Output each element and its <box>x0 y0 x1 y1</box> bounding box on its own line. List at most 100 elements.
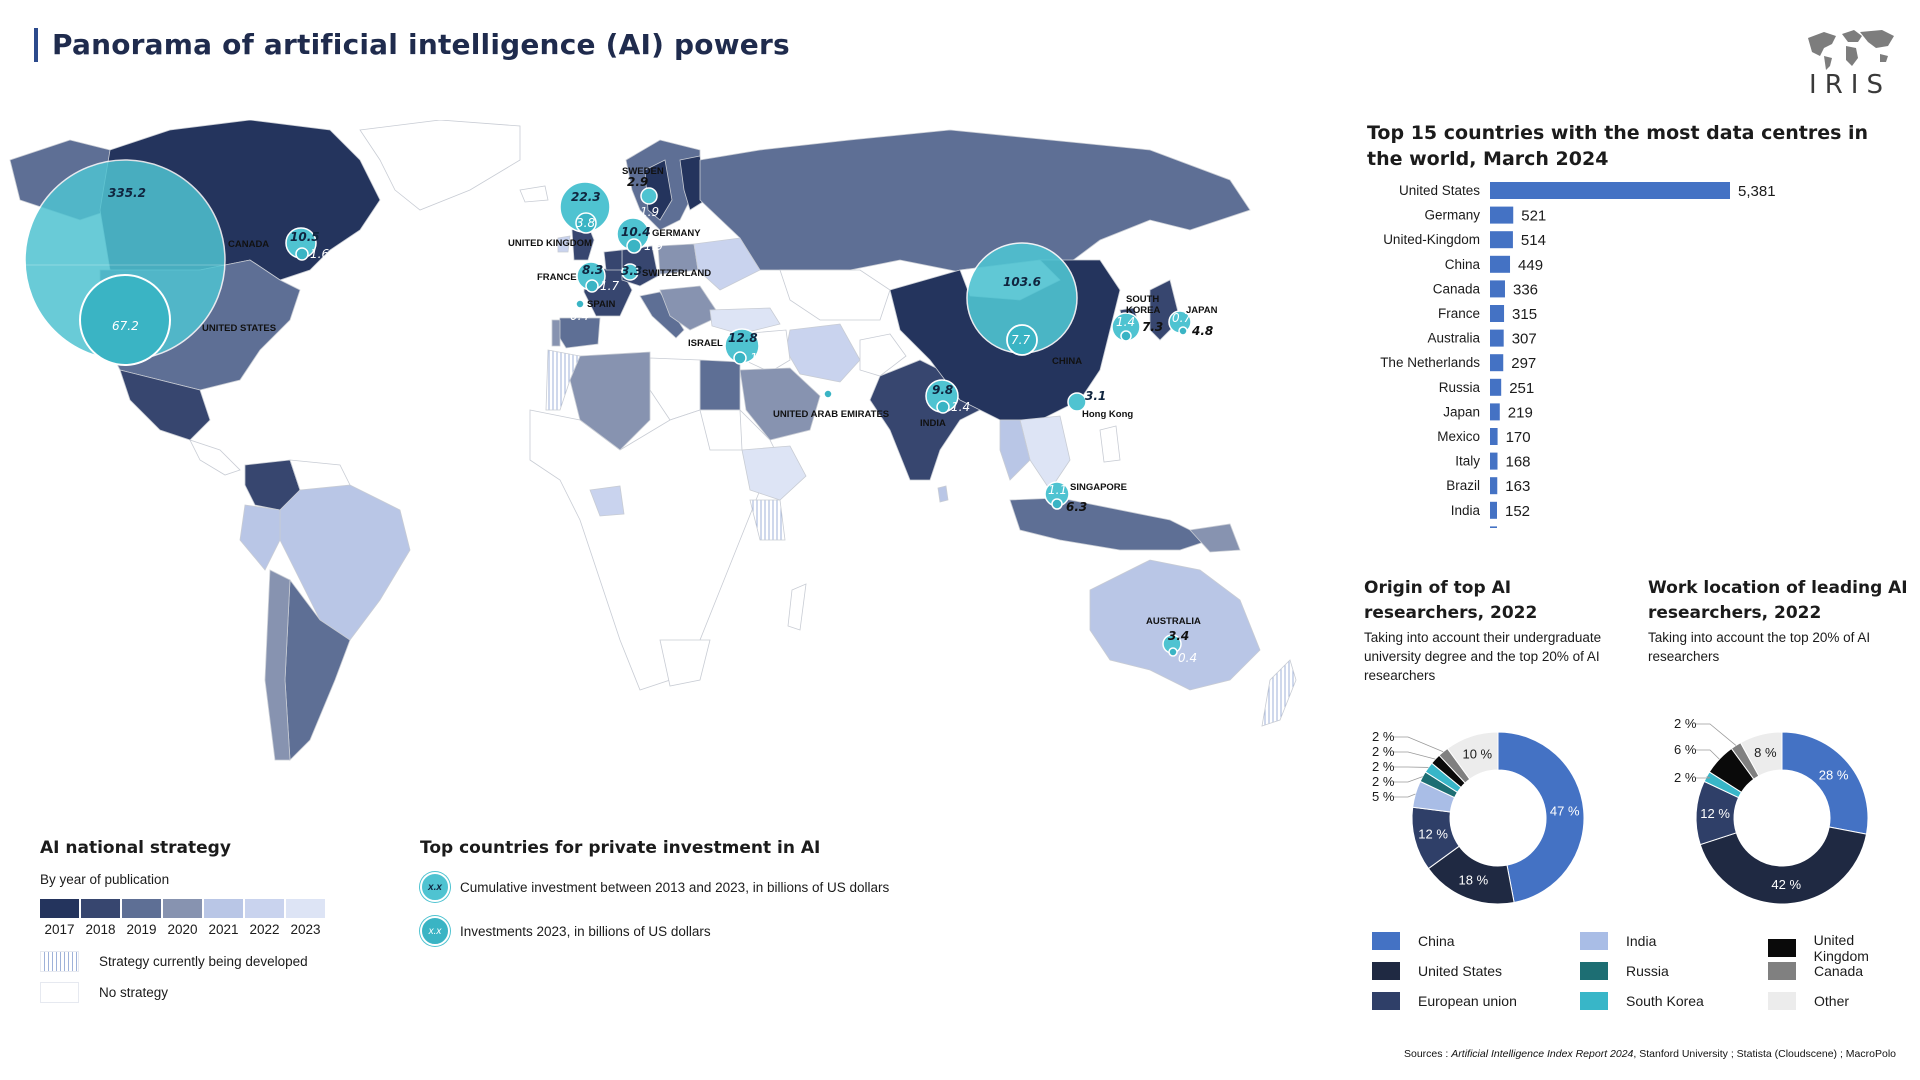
page-title: Panorama of artificial intelligence (AI)… <box>52 28 790 61</box>
bar-value-russia: 251 <box>1509 380 1534 397</box>
bubble-japan-2023-label: 0.7 <box>1172 311 1191 325</box>
work-location-donut: 28 % 42 % 12 % 2 % 6 % 2 % 8 % <box>1674 716 1868 905</box>
legend-canada-swatch <box>1768 962 1796 980</box>
donut1-leader-canada <box>1394 736 1444 753</box>
legend-developing: Strategy currently being developed <box>40 951 360 972</box>
bubble-south-korea-2023-label: 1.4 <box>1116 315 1135 329</box>
country-turkey <box>709 307 781 335</box>
bar-label-india: India <box>1451 503 1481 518</box>
donut1-label-canada: 2 % <box>1372 729 1395 744</box>
bar-label-brazil: Brazil <box>1446 478 1480 493</box>
bubble-australia-2023 <box>1168 647 1178 657</box>
sources-report: Artificial Intelligence Index Report 202… <box>1451 1048 1634 1060</box>
legend-canada-label: Canada <box>1814 963 1864 979</box>
cumulative-marker-icon: x.x <box>420 872 450 902</box>
bubble-china-2023 <box>1006 324 1038 356</box>
swatch-2023-box <box>286 899 325 918</box>
swatch-2022-box <box>245 899 284 918</box>
cumulative-label: Cumulative investment between 2013 and 2… <box>460 879 890 895</box>
bar-label-united-states: United States <box>1399 183 1480 198</box>
swatch-2018-label: 2018 <box>85 922 116 937</box>
bar-label-china: China <box>1445 257 1481 272</box>
label-hong-kong: Hong Kong <box>1082 409 1133 420</box>
swatch-2020: 2020 <box>163 899 204 937</box>
country-italy <box>639 291 685 339</box>
strategy-legend-title: AI national strategy <box>40 838 231 858</box>
country-sri-lanka <box>937 485 949 503</box>
legend-european-union-label: European union <box>1418 993 1517 1009</box>
bar-label-germany: Germany <box>1424 208 1480 223</box>
bar-value-china: 449 <box>1518 257 1543 274</box>
bar-value-canada: 336 <box>1513 281 1538 298</box>
country-ireland <box>557 235 571 253</box>
country-libya <box>649 357 701 421</box>
data-centres-title: Top 15 countries with the most data cent… <box>1367 122 1869 170</box>
bubble-south-korea-2023 <box>1120 330 1132 342</box>
label-spain: SPAIN <box>587 299 615 310</box>
bubble-canada-2023 <box>295 247 309 261</box>
bar-label-poland: Poland <box>1438 527 1480 528</box>
country-egypt <box>699 359 741 411</box>
legend-european-union: European union <box>1372 992 1517 1010</box>
bar-canada <box>1490 280 1505 298</box>
bar-united-kingdom <box>1490 231 1513 249</box>
swatch-2019: 2019 <box>122 899 163 937</box>
swatch-2017-label: 2017 <box>44 922 75 937</box>
bubble-canada-2023-label: 1.6 <box>310 247 329 261</box>
bar-label-australia: Australia <box>1427 331 1480 346</box>
y2023-label: Investments 2023, in billions of US doll… <box>460 923 711 939</box>
bar-italy <box>1490 452 1498 470</box>
legend-other-label: Other <box>1814 993 1850 1009</box>
donut1-leader-united-kingdom <box>1394 751 1436 760</box>
donut2-label-united-kingdom: 6 % <box>1674 742 1697 757</box>
label-canada: CANADA <box>228 239 269 250</box>
donut1-slice-china <box>1497 731 1584 904</box>
donut2-leader-united-kingdom <box>1696 749 1720 760</box>
country-labels: CANADA UNITED STATES UNITED KINGDOM SWED… <box>202 166 1218 627</box>
bubble-uae-2023 <box>823 389 833 399</box>
bubble-australia-cumulative-label: 3.4 <box>1168 629 1189 643</box>
country-thailand <box>999 419 1031 481</box>
page-title-bar: Panorama of artificial intelligence (AI)… <box>34 28 790 62</box>
origin-researchers-donut: 47 %18 %12 %5 %2 %2 %2 %2 %10 % <box>1372 729 1584 905</box>
country-greenland <box>359 119 521 211</box>
investment-bubbles: 335.2 67.2 10.5 1.6 22.3 3.8 2.9 1.9 10.… <box>24 159 1213 665</box>
bar-brazil <box>1490 477 1498 495</box>
label-israel: ISRAEL <box>688 338 723 349</box>
swatch-2020-label: 2020 <box>167 922 198 937</box>
legend-russia: Russia <box>1580 962 1669 980</box>
bubble-spain-2023 <box>575 299 585 309</box>
label-uae: UNITED ARAB EMIRATES <box>773 409 889 420</box>
bubble-hong-kong-cumulative <box>1067 392 1087 412</box>
swatch-2020-box <box>163 899 202 918</box>
data-centres-bar-chart: United States 5,381 Germany 521 United-Kingd… <box>1380 182 1776 528</box>
country-iceland <box>519 185 549 203</box>
legend-2023: x.x Investments 2023, in billions of US … <box>420 916 980 946</box>
legend-no-strategy: No strategy <box>40 982 360 1003</box>
legend-india-swatch <box>1580 932 1608 950</box>
bar-label-canada: Canada <box>1433 281 1481 296</box>
country-egypt-south <box>699 409 743 451</box>
country-saudi-arabia <box>739 367 821 441</box>
country-morocco <box>545 349 581 411</box>
swatch-2022-label: 2022 <box>249 922 280 937</box>
donut-legend: China United States European union India… <box>1372 932 1912 1022</box>
bubble-japan-2023 <box>1178 326 1188 336</box>
swatch-2023-label: 2023 <box>290 922 321 937</box>
bar-label-russia: Russia <box>1439 380 1481 395</box>
donut2-slice-other <box>1739 731 1783 777</box>
swatch-2019-box <box>122 899 161 918</box>
donut2-label-canada: 2 % <box>1674 716 1697 731</box>
bar-value-brazil: 163 <box>1505 478 1530 495</box>
bar-label-france: France <box>1438 306 1480 321</box>
bubble-canada-cumulative-label: 10.5 <box>290 230 320 244</box>
label-south-korea-line1: SOUTH <box>1126 294 1159 305</box>
world-map: 335.2 67.2 10.5 1.6 22.3 3.8 2.9 1.9 10.… <box>0 119 1330 770</box>
donut1-label-russia: 2 % <box>1372 774 1395 789</box>
donut2-slice-china <box>1781 731 1868 835</box>
legend-india: India <box>1580 932 1656 950</box>
country-kazakhstan <box>779 269 891 321</box>
bar-the-netherlands <box>1490 354 1504 372</box>
legend-china-label: China <box>1418 933 1455 949</box>
bubble-france-2023 <box>585 279 599 293</box>
